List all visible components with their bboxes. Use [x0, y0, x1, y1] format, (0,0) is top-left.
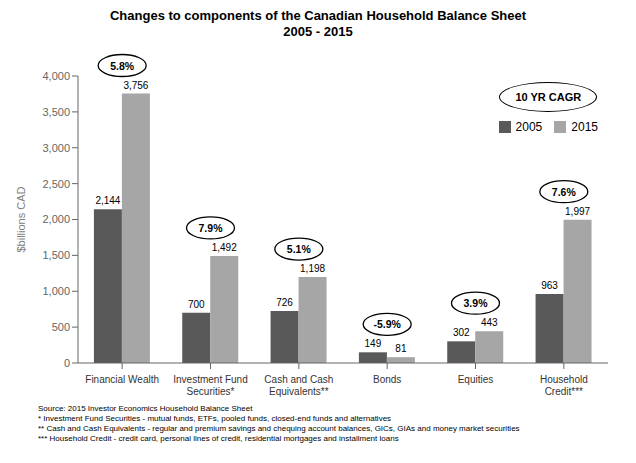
- svg-text:5.1%: 5.1%: [287, 243, 312, 255]
- svg-text:7.6%: 7.6%: [552, 186, 577, 198]
- html-text:2015: 2015: [571, 120, 598, 134]
- svg-text:3,500: 3,500: [42, 106, 70, 118]
- svg-text:2,500: 2,500: [42, 178, 70, 190]
- html-text:10 YR CAGR: 10 YR CAGR: [515, 91, 582, 103]
- svg-text:HouseholdCredit***: HouseholdCredit***: [540, 374, 588, 397]
- svg-text:963: 963: [541, 280, 558, 291]
- svg-text:2,000: 2,000: [42, 213, 70, 225]
- svg-text:0: 0: [64, 357, 70, 369]
- svg-text:1,500: 1,500: [42, 249, 70, 261]
- svg-text:1,997: 1,997: [565, 206, 590, 217]
- html-text:Source: 2015 Investor Economic: Source: 2015 Investor Economics Househol…: [38, 404, 253, 413]
- svg-text:81: 81: [395, 343, 407, 354]
- svg-text:302: 302: [453, 327, 470, 338]
- html-text:Changes to components of the C: Changes to components of the Canadian Ho…: [110, 8, 526, 23]
- svg-text:1,492: 1,492: [212, 242, 237, 253]
- html-text:*** Household Credit - credit: *** Household Credit - credit card, pers…: [38, 434, 399, 443]
- svg-text:5.8%: 5.8%: [110, 60, 135, 72]
- svg-text:Equities: Equities: [458, 374, 494, 385]
- svg-text:Cash and CashEquivalents**: Cash and CashEquivalents**: [264, 374, 333, 397]
- html-text:** Cash and Cash Equivalents -: ** Cash and Cash Equivalents - regular a…: [38, 424, 520, 433]
- svg-text:3,756: 3,756: [123, 80, 148, 91]
- svg-text:7.9%: 7.9%: [199, 222, 224, 234]
- svg-text:1,198: 1,198: [300, 263, 325, 274]
- html-text:2005 - 2015: 2005 - 2015: [283, 24, 353, 39]
- svg-text:149: 149: [365, 338, 382, 349]
- svg-text:-5.9%: -5.9%: [373, 318, 401, 330]
- svg-text:443: 443: [481, 317, 498, 328]
- svg-text:3.9%: 3.9%: [464, 297, 489, 309]
- svg-text:500: 500: [52, 321, 70, 333]
- svg-text:Investment FundSecurities*: Investment FundSecurities*: [173, 374, 247, 397]
- svg-text:1,000: 1,000: [42, 285, 70, 297]
- svg-text:Financial Wealth: Financial Wealth: [85, 374, 159, 385]
- svg-text:2,144: 2,144: [95, 195, 120, 206]
- svg-text:3,000: 3,000: [42, 142, 70, 154]
- html-text:2005: 2005: [515, 120, 543, 134]
- svg-text:Bonds: Bonds: [373, 374, 401, 385]
- html-text:* Investment Fund Securities -: * Investment Fund Securities - mutual fu…: [38, 414, 392, 423]
- svg-text:4,000: 4,000: [42, 70, 70, 82]
- svg-text:$billions CAD: $billions CAD: [15, 186, 27, 252]
- svg-text:726: 726: [276, 297, 293, 308]
- svg-text:700: 700: [188, 299, 205, 310]
